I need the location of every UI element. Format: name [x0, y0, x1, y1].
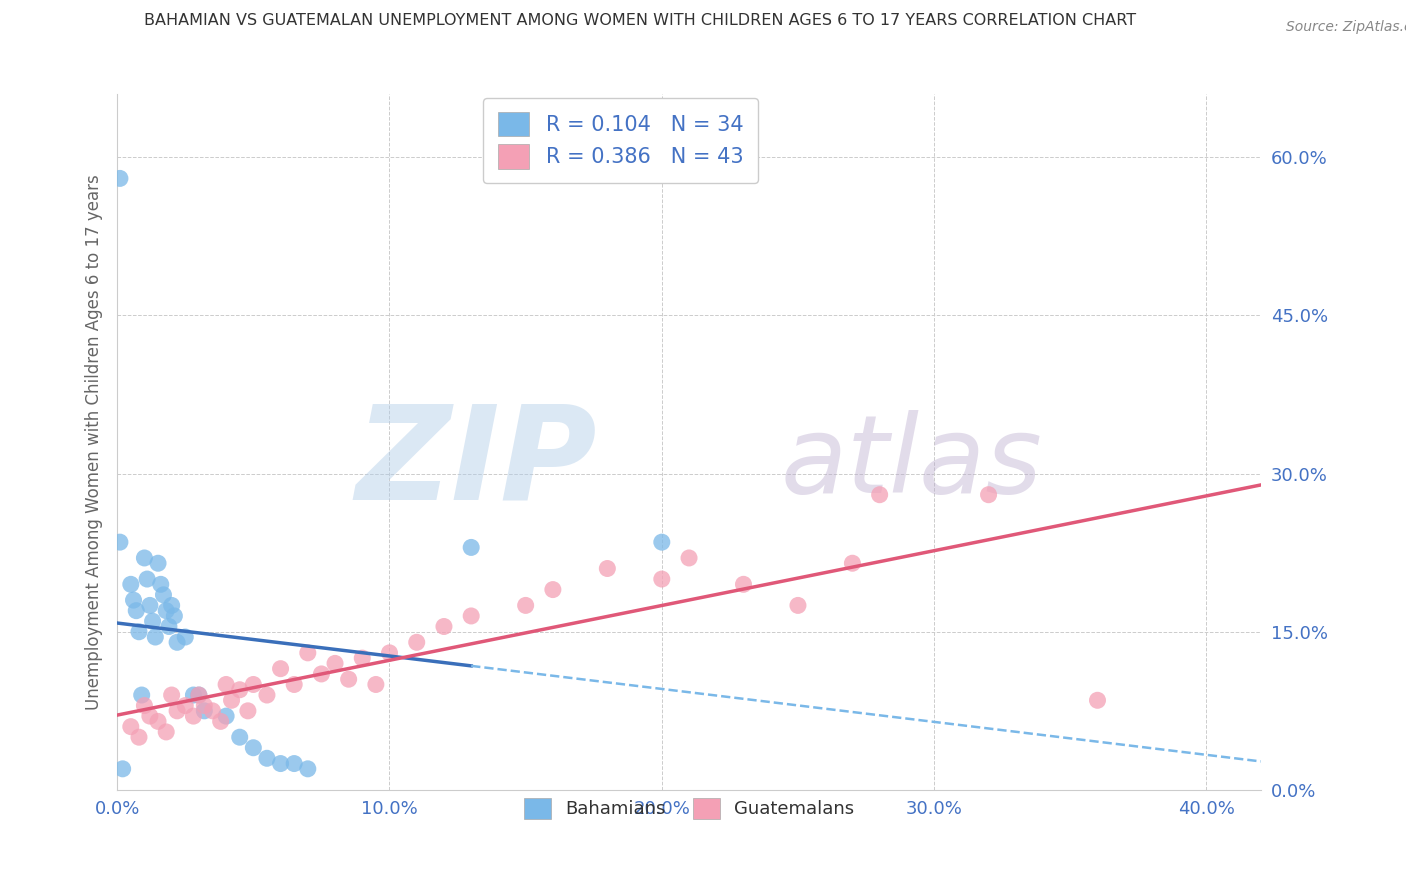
Point: [108, 171, 131, 186]
Point: [160, 599, 183, 613]
Point: [134, 698, 156, 713]
Point: [869, 488, 891, 502]
Text: Source: ZipAtlas.com: Source: ZipAtlas.com: [1286, 20, 1406, 34]
Point: [733, 577, 755, 591]
Point: [183, 688, 205, 702]
Point: [270, 662, 292, 676]
Point: [977, 488, 1000, 502]
Point: [128, 624, 150, 639]
Point: [215, 677, 238, 691]
Point: [174, 630, 197, 644]
Point: [405, 635, 427, 649]
Point: [270, 756, 292, 771]
Point: [311, 667, 333, 681]
Point: [297, 762, 319, 776]
Point: [841, 556, 863, 570]
Point: [142, 614, 165, 628]
Point: [460, 609, 482, 624]
Y-axis label: Unemployment Among Women with Children Ages 6 to 17 years: Unemployment Among Women with Children A…: [86, 174, 103, 710]
Point: [352, 651, 374, 665]
Point: [149, 577, 172, 591]
Point: [323, 657, 346, 671]
Point: [120, 720, 142, 734]
Point: [174, 698, 197, 713]
Point: [515, 599, 537, 613]
Point: [183, 709, 205, 723]
Point: [193, 698, 215, 713]
Point: [193, 704, 215, 718]
Point: [155, 604, 177, 618]
Point: [678, 551, 700, 566]
Point: [136, 572, 159, 586]
Point: [187, 688, 209, 702]
Text: atlas: atlas: [780, 410, 1042, 516]
Point: [152, 588, 174, 602]
Legend: Bahamians, Guatemalans: Bahamians, Guatemalans: [509, 783, 869, 833]
Point: [139, 709, 162, 723]
Point: [111, 762, 134, 776]
Point: [378, 646, 401, 660]
Point: [139, 599, 162, 613]
Point: [283, 756, 305, 771]
Point: [122, 593, 145, 607]
Point: [596, 561, 619, 575]
Point: [651, 535, 673, 549]
Point: [209, 714, 232, 729]
Point: [146, 714, 169, 729]
Point: [201, 704, 224, 718]
Point: [157, 619, 180, 633]
Point: [108, 535, 131, 549]
Point: [242, 677, 264, 691]
Point: [433, 619, 456, 633]
Point: [143, 630, 166, 644]
Point: [215, 709, 238, 723]
Point: [651, 572, 673, 586]
Point: [256, 751, 278, 765]
Point: [155, 725, 177, 739]
Point: [125, 604, 148, 618]
Point: [131, 688, 153, 702]
Point: [283, 677, 305, 691]
Point: [134, 551, 156, 566]
Point: [128, 730, 150, 744]
Point: [163, 609, 186, 624]
Point: [364, 677, 387, 691]
Point: [256, 688, 278, 702]
Point: [460, 541, 482, 555]
Point: [1087, 693, 1109, 707]
Point: [120, 577, 142, 591]
Text: BAHAMIAN VS GUATEMALAN UNEMPLOYMENT AMONG WOMEN WITH CHILDREN AGES 6 TO 17 YEARS: BAHAMIAN VS GUATEMALAN UNEMPLOYMENT AMON…: [143, 13, 1136, 29]
Point: [187, 688, 209, 702]
Point: [541, 582, 564, 597]
Point: [787, 599, 810, 613]
Point: [242, 740, 264, 755]
Point: [229, 730, 252, 744]
Point: [166, 704, 188, 718]
Point: [221, 693, 243, 707]
Point: [160, 688, 183, 702]
Text: ZIP: ZIP: [356, 400, 598, 526]
Point: [229, 682, 252, 697]
Point: [166, 635, 188, 649]
Point: [297, 646, 319, 660]
Point: [337, 672, 360, 686]
Point: [146, 556, 169, 570]
Point: [236, 704, 259, 718]
